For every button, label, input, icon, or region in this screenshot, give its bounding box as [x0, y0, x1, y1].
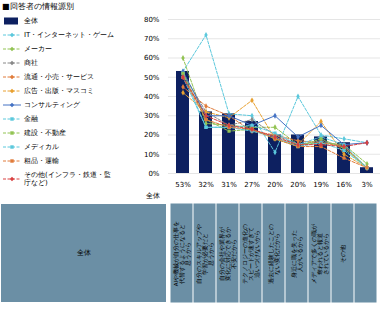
svg-text:53%: 53%	[175, 181, 191, 189]
html-text:全体: 全体	[24, 17, 38, 25]
html-text:■回答者の情報源別: ■回答者の情報源別	[2, 2, 74, 11]
svg-text:過去に経験したことのない変化だから: 過去に経験したことのない変化だから	[268, 224, 281, 284]
html-text:建設・不動産: 建設・不動産	[24, 129, 66, 137]
svg-text:自分のスキルアップや学習が必要だと思うから: 自分のスキルアップや学習が必要だと思うから	[195, 224, 216, 284]
svg-text:その他: その他	[340, 245, 347, 263]
html-text:流通・小売・サービス: 流通・小売・サービス	[24, 73, 94, 81]
svg-text:20%: 20%	[267, 181, 283, 189]
svg-text:0%: 0%	[148, 170, 159, 178]
svg-text:全体: 全体	[146, 192, 160, 200]
svg-text:60%: 60%	[144, 54, 160, 62]
svg-text:身近に職を失った人がいるから: 身近に職を失った人がいるから	[290, 230, 303, 278]
svg-text:40%: 40%	[144, 93, 160, 101]
svg-text:70%: 70%	[144, 35, 160, 43]
svg-text:自分の会社や業界が変化に対応できるか不安だから: 自分の会社や業界が変化に対応できるか不安だから	[219, 226, 238, 281]
svg-text:20%: 20%	[290, 181, 306, 189]
svg-text:80%: 80%	[144, 16, 160, 24]
html-text:金融: 金融	[24, 115, 38, 123]
svg-text:50%: 50%	[144, 73, 160, 81]
svg-text:AIや機械が自分の仕事を代替するようになると思うから: AIや機械が自分の仕事を代替するようになると思うから	[173, 221, 193, 286]
html-text:コンサルティング: コンサルティング	[24, 101, 80, 109]
html-text:粗品・運輸: 粗品・運輸	[24, 157, 59, 165]
html-text:メディカル: メディカル	[24, 143, 59, 151]
svg-text:20%: 20%	[144, 131, 160, 139]
svg-text:32%: 32%	[198, 181, 214, 189]
svg-text:19%: 19%	[313, 181, 329, 189]
svg-text:10%: 10%	[144, 150, 160, 158]
html-text:その他(インフラ・鉄道・監 庁など): その他(インフラ・鉄道・監 庁など)	[24, 171, 111, 187]
svg-text:16%: 16%	[336, 181, 352, 189]
html-text:メーカー: メーカー	[24, 45, 52, 53]
html-text:広告・出版・マスコミ: 広告・出版・マスコミ	[24, 87, 94, 95]
svg-text:テクノロジーの進化のスピードが速すぎて追いつけないから: テクノロジーの進化のスピードが速すぎて追いつけないから	[242, 224, 262, 284]
html-text:IT・インターネット・ゲーム: IT・インターネット・ゲーム	[24, 31, 115, 39]
svg-text:27%: 27%	[244, 181, 260, 189]
svg-text:3%: 3%	[361, 181, 372, 189]
svg-text:メディアで多くの職が奪われると報道されているから: メディアで多くの職が奪われると報道されているから	[310, 223, 330, 284]
html-text:全体: 全体	[76, 249, 91, 257]
svg-text:30%: 30%	[144, 112, 160, 120]
html-text:商社: 商社	[24, 59, 38, 67]
svg-text:31%: 31%	[221, 181, 237, 189]
